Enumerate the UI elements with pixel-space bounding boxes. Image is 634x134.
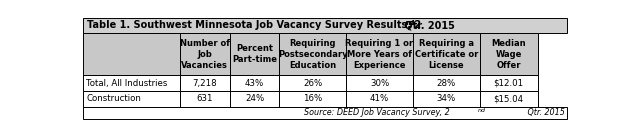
Text: 34%: 34% [437,94,456,103]
Bar [83,33,180,75]
Bar [280,91,346,107]
Bar [413,33,480,75]
Bar [413,75,480,91]
Text: 41%: 41% [370,94,389,103]
Text: 43%: 43% [245,79,264,88]
Text: 7,218: 7,218 [193,79,217,88]
Text: Requiring
Postsecondary
Education: Requiring Postsecondary Education [278,39,347,70]
Text: Table 1. Southwest Minnesota Job Vacancy Survey Results, 2: Table 1. Southwest Minnesota Job Vacancy… [87,21,421,30]
Bar [346,75,413,91]
Bar [83,107,567,119]
Bar [230,91,280,107]
Bar [480,91,538,107]
Text: nd: nd [405,20,415,26]
Bar [180,33,230,75]
Text: Median
Wage
Offer: Median Wage Offer [491,39,526,70]
Bar [280,33,346,75]
Bar [346,91,413,107]
Text: 24%: 24% [245,94,264,103]
Text: 28%: 28% [437,79,456,88]
Text: $12.01: $12.01 [494,79,524,88]
Bar [83,18,567,33]
Text: nd: nd [478,108,486,113]
Bar [280,75,346,91]
Text: 26%: 26% [303,79,323,88]
Text: Construction: Construction [86,94,141,103]
Text: Number of
Job
Vacancies: Number of Job Vacancies [180,39,230,70]
Text: Requiring a
Certificate or
License: Requiring a Certificate or License [415,39,478,70]
Bar [346,33,413,75]
Bar [480,33,538,75]
Text: Qtr. 2015: Qtr. 2015 [525,108,565,117]
Text: Source: DEED Job Vacancy Survey, 2: Source: DEED Job Vacancy Survey, 2 [304,108,450,117]
Text: Qtr. 2015: Qtr. 2015 [401,21,455,30]
Text: 30%: 30% [370,79,389,88]
Text: Percent
Part-time: Percent Part-time [232,44,277,64]
Bar [480,75,538,91]
Bar [180,75,230,91]
Text: 631: 631 [197,94,213,103]
Bar [413,91,480,107]
Bar [180,91,230,107]
Text: Total, All Industries: Total, All Industries [86,79,167,88]
Text: Requiring 1 or
More Years of
Experience: Requiring 1 or More Years of Experience [346,39,413,70]
Text: $15.04: $15.04 [494,94,524,103]
Text: nd: nd [405,20,415,26]
Text: 16%: 16% [303,94,323,103]
Bar [83,91,180,107]
Bar [83,75,180,91]
Bar [230,33,280,75]
Bar [230,75,280,91]
